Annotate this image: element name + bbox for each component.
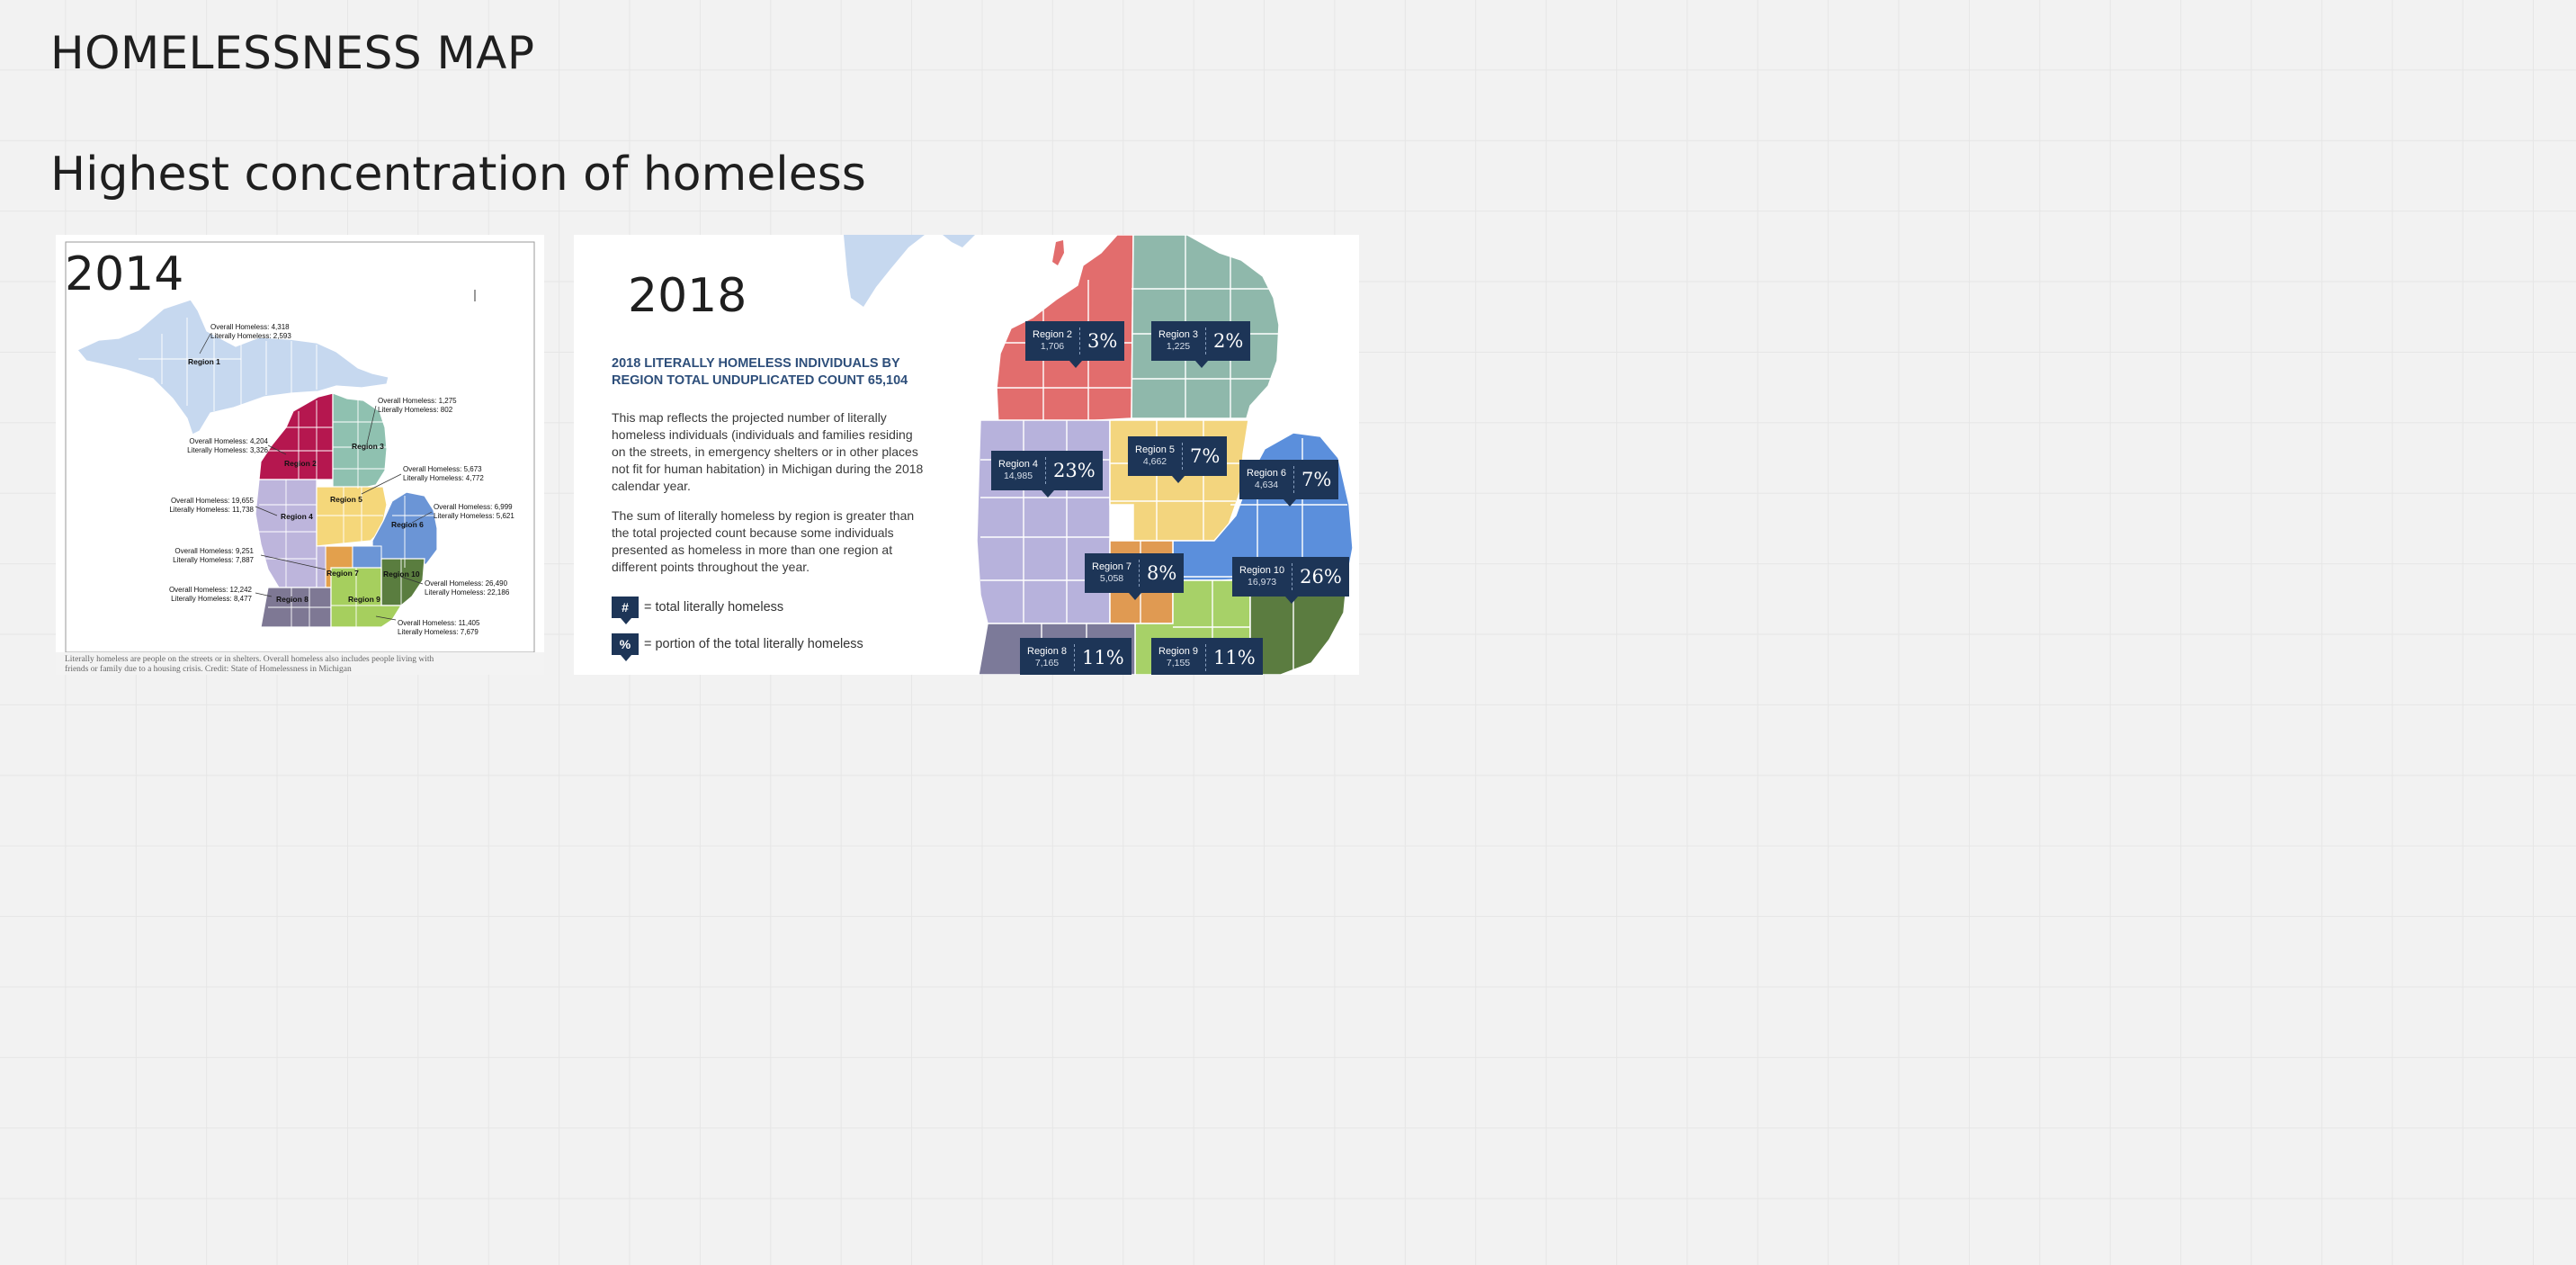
region-4-lower-shape <box>316 545 326 588</box>
badge-region-10-name: Region 10 <box>1239 565 1285 576</box>
badge-region-4-count: 14,985 <box>1003 471 1033 481</box>
map-2014-region-2-label: Region 2 <box>284 459 317 468</box>
map-2014-region-3-label: Region 3 <box>352 442 384 451</box>
badge-region-5-name: Region 5 <box>1135 444 1176 455</box>
map-2014-r10-overall: Overall Homeless: 26,490 <box>425 579 508 588</box>
map-2014-r8-overall: Overall Homeless: 12,242 <box>169 586 253 594</box>
badge-region-9: Region 9 7,155 11% <box>1151 638 1263 675</box>
map-2014-r3-literal: Literally Homeless: 802 <box>378 406 453 414</box>
map-2014-r2-literal: Literally Homeless: 3,326 <box>187 446 268 454</box>
map-2014-r9-overall: Overall Homeless: 11,405 <box>398 619 480 627</box>
badge-region-7: Region 7 5,058 8% <box>1085 553 1185 600</box>
map-2014-r3-overall: Overall Homeless: 1,275 <box>378 397 457 405</box>
map-2014-region-5-label: Region 5 <box>330 495 362 504</box>
map-2014-r8-literal: Literally Homeless: 8,477 <box>171 595 252 603</box>
map-2014-r1-literal: Literally Homeless: 2,593 <box>210 332 291 340</box>
map-2014-caption-line2: friends or family due to a housing crisi… <box>65 664 352 674</box>
leader-lines-2014 <box>199 333 433 621</box>
badge-region-3-pct: 2% <box>1213 330 1244 352</box>
badge-region-8: Region 8 7,165 11% <box>1020 638 1131 675</box>
map-2014-r7-literal: Literally Homeless: 7,887 <box>173 556 254 564</box>
map-2014-graphic: Region 1 Region 2 Region 3 Region 4 Regi… <box>56 241 544 675</box>
map-2014-caption-bg <box>56 652 544 675</box>
badge-region-2-count: 1,706 <box>1040 341 1065 352</box>
badge-region-5-count: 4,662 <box>1142 456 1167 467</box>
map-2014-r10-literal: Literally Homeless: 22,186 <box>425 588 510 597</box>
badge-region-6-pct: 7% <box>1301 469 1332 490</box>
map-2014-region-10-label: Region 10 <box>383 570 420 579</box>
map-2018-note: The sum of literally homeless by region … <box>612 508 915 574</box>
map-2014-r6-literal: Literally Homeless: 5,621 <box>434 512 514 520</box>
badge-region-5-pct: 7% <box>1190 445 1221 467</box>
region-1-shape <box>76 299 389 435</box>
hash-key-icon: # <box>612 597 639 624</box>
map-2014-panel: Region 1 Region 2 Region 3 Region 4 Regi… <box>56 235 544 675</box>
upper-peninsula-fragment-2 <box>943 235 975 247</box>
map-2014-r1-overall: Overall Homeless: 4,318 <box>210 323 290 331</box>
badge-region-9-count: 7,155 <box>1166 658 1191 668</box>
badge-region-6-name: Region 6 <box>1247 468 1287 479</box>
map-2014-r7-overall: Overall Homeless: 9,251 <box>174 547 254 555</box>
map-2018-description: This map reflects the projected number o… <box>612 410 924 493</box>
badge-region-3: Region 3 1,225 2% <box>1151 321 1251 368</box>
badge-region-9-pct: 11% <box>1213 647 1256 668</box>
map-2014-r6-overall: Overall Homeless: 6,999 <box>434 503 513 511</box>
map-2014-region-6-label: Region 6 <box>391 520 424 529</box>
map-2014-caption-line1: Literally homeless are people on the str… <box>65 655 434 664</box>
badge-region-9-name: Region 9 <box>1158 646 1199 657</box>
map-2014-region-7-label: Region 7 <box>326 569 359 578</box>
map-2014-region-1-label: Region 1 <box>188 357 220 366</box>
map-2014-region-8-label: Region 8 <box>276 595 309 604</box>
map-2014-r4-overall: Overall Homeless: 19,655 <box>171 497 255 505</box>
map-2018-legend-title: 2018 LITERALLY HOMELESS INDIVIDUALS BY R… <box>612 356 908 388</box>
badge-region-3-name: Region 3 <box>1158 329 1199 340</box>
badge-region-5: Region 5 4,662 7% <box>1128 436 1228 483</box>
badge-region-2: Region 2 1,706 3% <box>1025 321 1125 368</box>
badge-region-7-name: Region 7 <box>1092 561 1132 572</box>
upper-peninsula-fragment <box>844 235 925 307</box>
county-lines-2014 <box>139 318 437 627</box>
region-9-shape <box>330 567 403 628</box>
percent-key-icon: % <box>612 633 639 661</box>
map-2014-region-4-label: Region 4 <box>281 512 313 521</box>
page-subtitle: Highest concentration of homeless <box>50 148 866 202</box>
badge-region-2-pct: 3% <box>1087 330 1118 352</box>
map-2014-r9-literal: Literally Homeless: 7,679 <box>398 628 479 636</box>
map-2018-year: 2018 <box>628 269 747 323</box>
key-portion-label: = portion of the total literally homeles… <box>644 637 863 651</box>
key-portion: % = portion of the total literally homel… <box>612 633 863 661</box>
key-total-count: # = total literally homeless <box>612 597 784 624</box>
key-total-count-label: = total literally homeless <box>644 600 784 615</box>
badge-region-8-pct: 11% <box>1082 647 1124 668</box>
map-2014-r4-literal: Literally Homeless: 11,738 <box>169 506 254 514</box>
badge-region-3-count: 1,225 <box>1166 341 1191 352</box>
map-2014-r5-overall: Overall Homeless: 5,673 <box>403 465 482 473</box>
badge-region-4-name: Region 4 <box>998 459 1039 470</box>
map-2014-r2-overall: Overall Homeless: 4,204 <box>189 437 268 445</box>
map-2018-panel: 2018 2018 LITERALLY HOMELESS INDIVIDUALS… <box>574 235 1359 675</box>
badge-region-8-name: Region 8 <box>1027 646 1068 657</box>
page-title: HOMELESSNESS MAP <box>50 27 535 79</box>
badge-region-8-count: 7,165 <box>1034 658 1060 668</box>
map-2014-year: 2014 <box>65 247 184 301</box>
badge-region-7-pct: 8% <box>1147 562 1177 584</box>
badge-region-4-pct: 23% <box>1053 460 1096 481</box>
badge-region-10-count: 16,973 <box>1248 577 1277 588</box>
badge-region-10: Region 10 16,973 26% <box>1232 557 1349 604</box>
badge-region-4: Region 4 14,985 23% <box>991 451 1103 498</box>
badge-region-6-count: 4,634 <box>1254 480 1279 490</box>
map-2014-r5-literal: Literally Homeless: 4,772 <box>403 474 484 482</box>
island-shape <box>1052 240 1064 265</box>
region-6-lower-shape <box>352 545 382 569</box>
badge-region-6: Region 6 4,634 7% <box>1239 460 1339 507</box>
badge-region-2-name: Region 2 <box>1033 329 1073 340</box>
badge-region-7-count: 5,058 <box>1099 573 1124 584</box>
map-2014-region-9-label: Region 9 <box>348 595 380 604</box>
badge-region-10-pct: 26% <box>1300 566 1342 588</box>
